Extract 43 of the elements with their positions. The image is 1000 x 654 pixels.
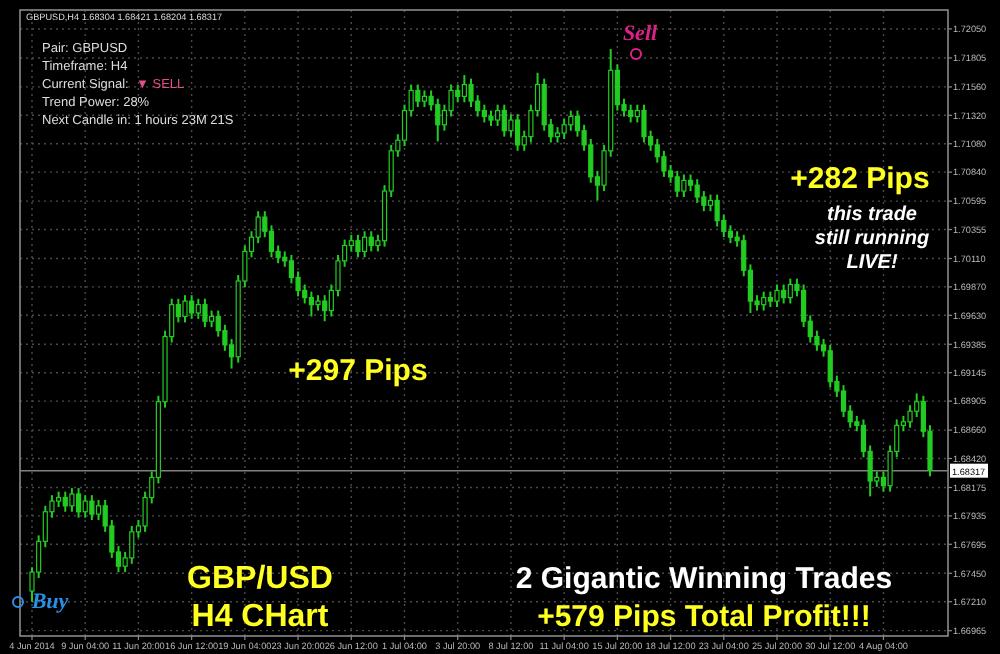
candlestick bbox=[774, 283, 780, 309]
candlestick bbox=[95, 498, 102, 522]
candlestick bbox=[514, 113, 521, 152]
annotation: this trade still running LIVE! bbox=[814, 204, 930, 274]
annotation: Buy bbox=[29, 590, 69, 614]
candlestick bbox=[681, 173, 687, 198]
candlestick bbox=[561, 117, 567, 140]
candlestick bbox=[508, 113, 514, 138]
annotation: +297 Pips bbox=[288, 354, 428, 388]
annotation: +579 Pips Total Profit!!! bbox=[537, 600, 871, 634]
candlestick bbox=[641, 103, 647, 144]
candlestick bbox=[129, 524, 135, 565]
candlestick bbox=[75, 487, 82, 519]
candlestick bbox=[495, 103, 501, 127]
candlestick bbox=[322, 294, 328, 323]
candlestick bbox=[461, 74, 467, 104]
annotation: GBP/USD H4 CHart bbox=[187, 562, 333, 634]
candlestick bbox=[355, 233, 361, 259]
candlestick bbox=[189, 294, 195, 320]
candlestick bbox=[368, 230, 374, 253]
candlestick bbox=[694, 178, 700, 204]
candlestick bbox=[82, 494, 88, 519]
candlestick bbox=[195, 297, 201, 320]
candlestick bbox=[501, 103, 507, 138]
candlestick bbox=[674, 169, 680, 198]
annotation: Sell bbox=[622, 22, 659, 46]
candlestick bbox=[468, 77, 474, 109]
candlestick bbox=[781, 283, 787, 305]
candlestick bbox=[568, 109, 574, 132]
annotation: +282 Pips bbox=[790, 162, 930, 196]
candlestick bbox=[787, 277, 793, 305]
candlestick bbox=[69, 487, 75, 513]
candlestick bbox=[89, 494, 95, 522]
candlestick bbox=[827, 343, 833, 389]
candlestick bbox=[308, 290, 314, 318]
annotation: 2 Gigantic Winning Trades bbox=[515, 562, 893, 596]
candlestick bbox=[202, 297, 208, 329]
candlestick bbox=[62, 490, 68, 513]
candlestick bbox=[415, 83, 421, 109]
candlestick bbox=[435, 97, 441, 143]
candlestick bbox=[361, 230, 368, 259]
candlestick bbox=[761, 290, 767, 312]
candlestick bbox=[182, 294, 188, 324]
